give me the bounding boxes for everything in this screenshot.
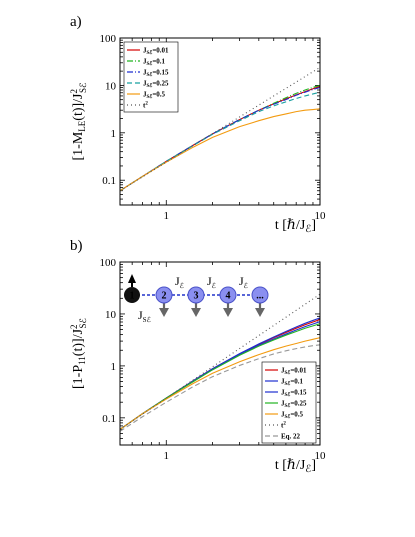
spin-label: 1 bbox=[130, 291, 135, 302]
series-line-5 bbox=[120, 66, 320, 192]
y-axis-label: [1-P11(t)]/J2Sℰ bbox=[69, 317, 88, 389]
spin-chain-inset: 1 2 3 4 ... JSℰ Jℰ Jℰ Jℰ bbox=[124, 274, 269, 324]
down-arrow-icon bbox=[255, 308, 265, 317]
y-tick-label: 1 bbox=[111, 361, 117, 373]
spin-site bbox=[251, 286, 269, 304]
y-tick-label: 100 bbox=[100, 33, 117, 45]
legend-entry: JSℰ=0.1 bbox=[281, 378, 304, 388]
legend-entry: JSℰ=0.25 bbox=[143, 80, 169, 90]
legend-box bbox=[261, 361, 317, 444]
series-line-4 bbox=[120, 108, 320, 192]
spin-label: 4 bbox=[226, 291, 231, 302]
up-arrow-icon bbox=[128, 274, 136, 283]
legend-entry: JSℰ=0.25 bbox=[281, 400, 307, 410]
legend-entry: t2 bbox=[143, 102, 148, 110]
series-line-1 bbox=[120, 84, 320, 192]
x-axis-label: t [ℏ/Jℰ] bbox=[275, 458, 316, 475]
x-tick-label: 10 bbox=[315, 210, 327, 222]
x-tick-label: 1 bbox=[164, 210, 170, 222]
panel-b: b)1 100.1110100JSℰ=0.01JSℰ=0.1JSℰ=0.15JSℰ… bbox=[69, 238, 326, 475]
legend-box bbox=[123, 41, 179, 113]
legend-entry: JSℰ=0.15 bbox=[143, 69, 169, 79]
spin-label: 2 bbox=[162, 291, 167, 302]
x-axis-label: t [ℏ/Jℰ] bbox=[275, 218, 316, 235]
down-arrow-icon bbox=[159, 308, 169, 317]
series-group bbox=[120, 66, 320, 192]
series-line-5 bbox=[120, 293, 320, 430]
spin-site bbox=[219, 286, 237, 304]
y-tick-label: 0.1 bbox=[102, 413, 116, 425]
legend-entry: JSℰ=0.01 bbox=[143, 47, 169, 57]
panel-label: b) bbox=[70, 238, 83, 254]
down-arrow-icon bbox=[223, 308, 233, 317]
series-group bbox=[120, 293, 320, 432]
panel-label: a) bbox=[70, 14, 82, 30]
legend-entry: JSℰ=0.5 bbox=[281, 411, 304, 421]
series-line-3 bbox=[120, 323, 320, 430]
legend-entry: JSℰ=0.1 bbox=[143, 58, 166, 68]
y-tick-label: 0.1 bbox=[102, 175, 116, 187]
y-axis-label: [1-MLE(t)]/J2Sℰ bbox=[69, 82, 88, 161]
plot-frame bbox=[119, 261, 321, 446]
y-tick-label: 10 bbox=[105, 309, 117, 321]
spin-site bbox=[124, 287, 140, 303]
coupling-label: JSℰ bbox=[138, 308, 151, 324]
legend-entry: JSℰ=0.15 bbox=[281, 389, 307, 399]
y-tick-label: 1 bbox=[111, 128, 117, 140]
down-arrow-icon bbox=[191, 308, 201, 317]
series-line-2 bbox=[120, 87, 320, 192]
x-tick-label: 10 bbox=[315, 450, 327, 462]
spin-site bbox=[155, 286, 173, 304]
y-tick-label: 10 bbox=[105, 80, 117, 92]
series-line-3 bbox=[120, 91, 320, 192]
x-tick-label: 1 bbox=[164, 450, 170, 462]
legend-entry: Eq. 22 bbox=[281, 433, 301, 441]
panel-a: a)1 100.1110100JSℰ=0.01JSℰ=0.1JSℰ=0.15JSℰ… bbox=[69, 14, 326, 235]
legend: JSℰ=0.01JSℰ=0.1JSℰ=0.15JSℰ=0.25JSℰ=0.5t2… bbox=[261, 361, 317, 444]
spin-label: 3 bbox=[194, 291, 199, 302]
coupling-label: Jℰ bbox=[207, 274, 216, 290]
coupling-label: Jℰ bbox=[175, 274, 184, 290]
legend-entry: JSℰ=0.01 bbox=[281, 367, 307, 377]
y-tick-label: 100 bbox=[100, 257, 117, 269]
spin-label: ... bbox=[256, 291, 264, 302]
legend-entry: JSℰ=0.5 bbox=[143, 91, 166, 101]
plot-frame bbox=[119, 37, 321, 206]
legend-entry: t2 bbox=[281, 422, 286, 430]
coupling-label: Jℰ bbox=[239, 274, 248, 290]
series-line-4 bbox=[120, 337, 320, 430]
spin-site bbox=[187, 286, 205, 304]
